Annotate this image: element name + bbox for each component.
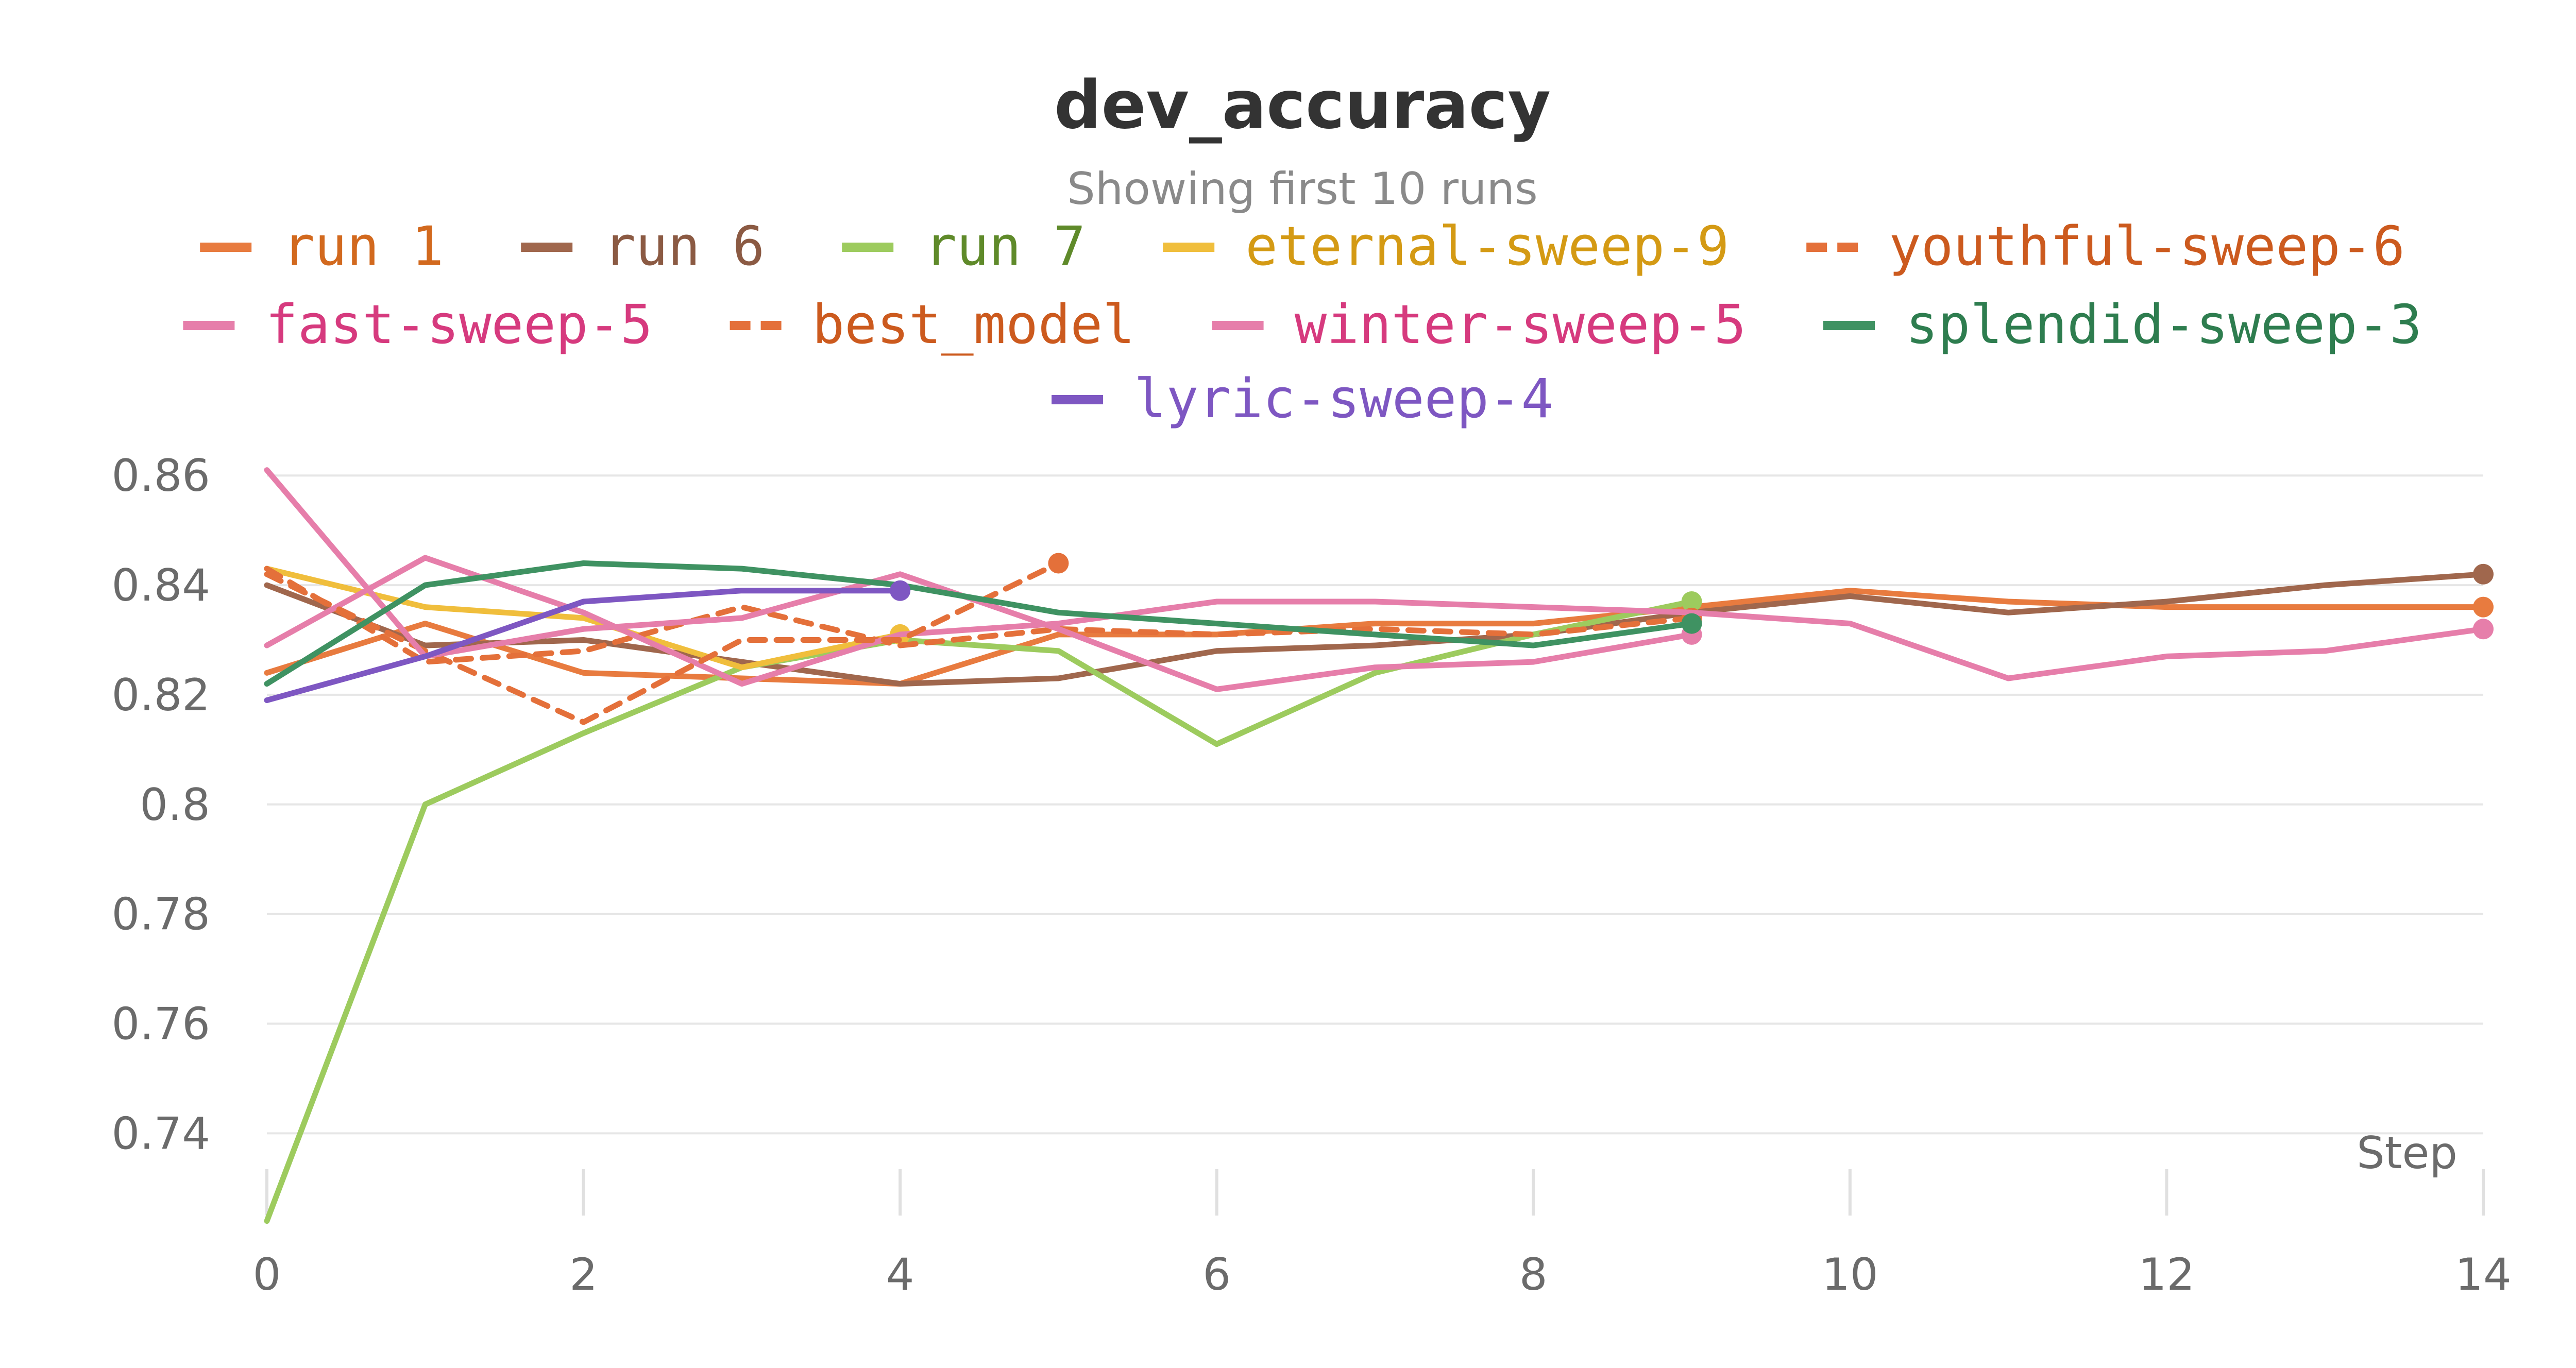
y-tick-label: 0.8 xyxy=(140,779,210,831)
legend-label: fast-sweep-5 xyxy=(265,293,652,356)
legend-item[interactable]: fast-sweep-5 xyxy=(183,293,653,356)
y-tick-label: 0.86 xyxy=(112,450,210,502)
series-end-point-2 xyxy=(2473,563,2494,585)
legend-label: youthful-sweep-6 xyxy=(1889,215,2405,278)
series-line-9 xyxy=(264,560,1695,687)
series-line-7 xyxy=(264,560,1061,725)
legend-label: lyric-sweep-4 xyxy=(1134,367,1553,430)
chart-legend: run 1 run 6 run 7 eternal-sweep-9 youthful-s… xyxy=(183,215,2422,430)
y-tick-label: 0.84 xyxy=(112,560,210,611)
chart-title: dev_accuracy xyxy=(1054,67,1551,144)
chart-subtitle: Showing first 10 runs xyxy=(1067,163,1538,215)
legend-label: splendid-sweep-3 xyxy=(1906,293,2422,356)
y-tick-label: 0.78 xyxy=(112,889,210,940)
series-end-point-10 xyxy=(890,580,911,601)
series-end-point-9 xyxy=(1681,613,1702,634)
y-tick-label: 0.82 xyxy=(112,670,210,721)
series-end-point-3 xyxy=(1681,591,1702,612)
legend-item[interactable]: winter-sweep-5 xyxy=(1212,293,1747,356)
legend-item[interactable]: best_model xyxy=(730,293,1135,356)
legend-label: eternal-sweep-9 xyxy=(1245,215,1729,278)
legend-item[interactable]: youthful-sweep-6 xyxy=(1806,215,2405,278)
legend-item[interactable]: run 1 xyxy=(200,215,444,278)
series-end-point-1 xyxy=(2473,596,2494,618)
x-tick-label: 0 xyxy=(253,1249,281,1301)
legend-item[interactable]: run 6 xyxy=(521,215,765,278)
x-axis-label: Step xyxy=(2357,1127,2458,1179)
x-tick-label: 14 xyxy=(2455,1249,2511,1301)
legend-label: run 6 xyxy=(603,215,765,278)
series-end-point-6 xyxy=(2473,619,2494,640)
y-tick-label: 0.74 xyxy=(112,1108,210,1159)
series-line-3 xyxy=(264,598,1695,1224)
x-tick-label: 10 xyxy=(1822,1249,1878,1301)
legend-label: winter-sweep-5 xyxy=(1295,293,1747,356)
series-line-10 xyxy=(264,588,903,704)
series-end-point-7 xyxy=(1048,553,1069,574)
series-line-2 xyxy=(264,571,2486,687)
legend-label: best_model xyxy=(812,293,1135,356)
grid-lines xyxy=(267,474,2483,1135)
x-tick-label: 12 xyxy=(2139,1249,2195,1301)
x-tick-label: 6 xyxy=(1202,1249,1231,1301)
legend-label: run 7 xyxy=(924,215,1086,278)
legend-label: run 1 xyxy=(282,215,444,278)
legend-item[interactable]: splendid-sweep-3 xyxy=(1823,293,2422,356)
legend-item[interactable]: eternal-sweep-9 xyxy=(1163,215,1729,278)
legend-item[interactable]: run 7 xyxy=(842,215,1086,278)
x-tick-label: 8 xyxy=(1519,1249,1548,1301)
series-group xyxy=(264,467,2494,1224)
y-axis: 0.74 0.76 0.78 0.8 0.82 0.84 0.86 xyxy=(112,450,210,1159)
x-tick-label: 4 xyxy=(886,1249,914,1301)
series-line-5 xyxy=(264,566,1695,665)
x-axis: 0 2 4 6 8 10 12 14 xyxy=(253,1169,2512,1301)
y-tick-label: 0.76 xyxy=(112,999,210,1050)
series-line-6 xyxy=(264,555,2486,687)
x-tick-label: 2 xyxy=(569,1249,598,1301)
legend-item[interactable]: lyric-sweep-4 xyxy=(1052,367,1553,430)
